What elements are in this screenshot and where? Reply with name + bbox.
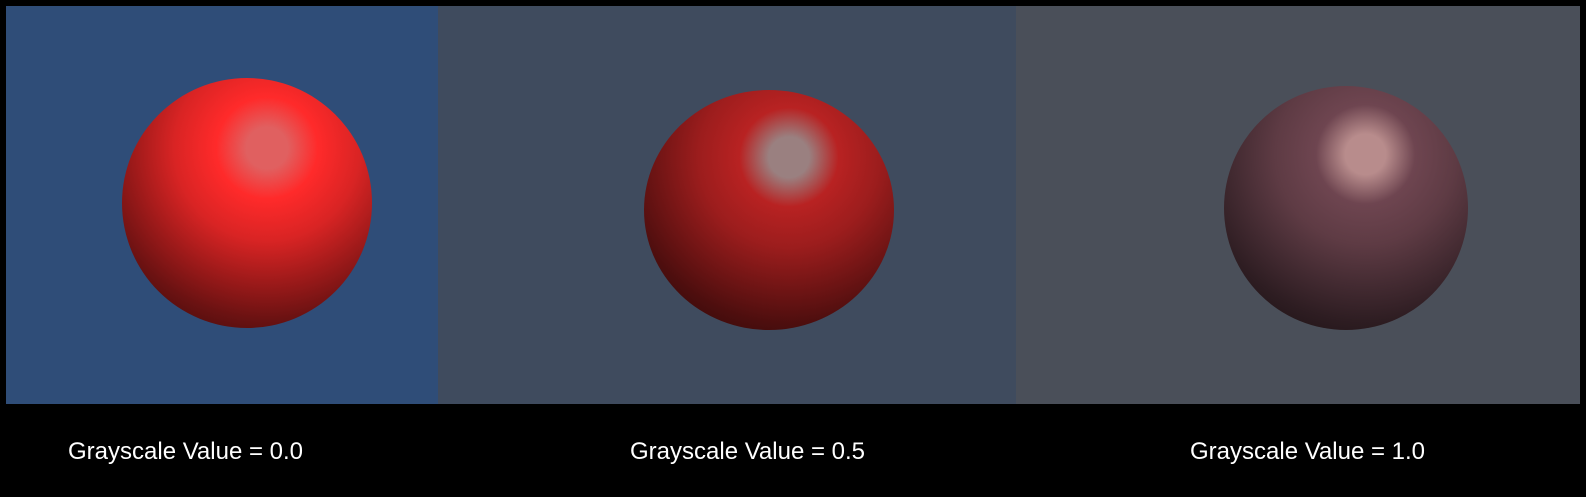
red-sphere <box>644 90 894 330</box>
red-sphere <box>122 78 372 328</box>
caption-grayscale-1: Grayscale Value = 1.0 <box>1190 438 1426 465</box>
caption-grayscale-0: Grayscale Value = 0.0 <box>68 438 304 465</box>
red-sphere <box>1224 86 1468 330</box>
render-panel-grayscale-0-5 <box>438 6 1016 404</box>
caption-grayscale-0-5: Grayscale Value = 0.5 <box>630 438 866 465</box>
render-panel-grayscale-0 <box>6 6 438 404</box>
render-panel-grayscale-1 <box>1016 6 1580 404</box>
